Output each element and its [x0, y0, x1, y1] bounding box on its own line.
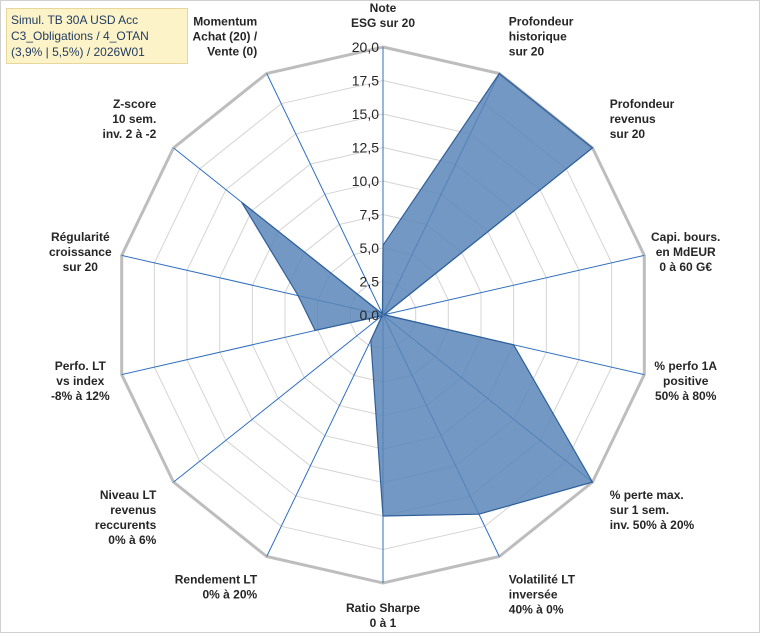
tick-label-7: 17,5: [352, 73, 379, 89]
tick-label-3: 7,5: [360, 207, 380, 223]
axis-label-9-line-2: 0% à 20%: [202, 587, 257, 601]
axis-label-1-line-2: ESG sur 20: [351, 16, 415, 30]
axis-label-5-line-3: 50% à 80%: [655, 389, 717, 403]
axis-label-7-line-3: 40% à 0%: [509, 602, 564, 616]
axis-label-10-line-3: reccurents: [95, 518, 157, 532]
axis-label-14-line-1: Momentum: [193, 15, 257, 29]
axis-label-14-line-2: Achat (20) /: [193, 30, 258, 44]
axis-label-13-line-3: inv. 2 à -2: [102, 127, 156, 141]
spoke-14: [266, 73, 384, 316]
axis-label-7-line-2: inversée: [509, 587, 558, 601]
axis-label-8-line-2: 0 à 1: [370, 616, 397, 630]
tick-label-6: 15,0: [352, 106, 379, 122]
axis-label-6: % perte max. sur 1 sem. inv. 50% à 20%: [610, 488, 695, 532]
axis-label-10-line-4: 0% à 6%: [108, 533, 156, 547]
axis-label-2-line-1: Profondeur: [509, 15, 574, 29]
axis-label-12-line-1: Régularité: [51, 230, 110, 244]
axis-label-11-line-3: -8% à 12%: [51, 389, 110, 403]
tick-label-4: 10,0: [352, 173, 379, 189]
title-line-3: (3,9% | 5,5%) / 2026W01: [11, 45, 145, 59]
axis-label-12-line-2: croissance: [49, 245, 112, 259]
axis-label-2-line-3: sur 20: [509, 45, 545, 59]
axis-label-4: Capi. bours. en MdEUR 0 à 60 G€: [651, 230, 720, 274]
axis-label-6-line-3: inv. 50% à 20%: [610, 518, 695, 532]
axis-label-11: Perfo. LT vs index -8% à 12%: [51, 359, 110, 403]
axis-label-9: Rendement LT 0% à 20%: [175, 572, 258, 601]
axis-label-10-line-2: revenus: [110, 503, 156, 517]
axis-label-12-line-3: sur 20: [63, 260, 99, 274]
axis-label-5: % perfo 1A positive 50% à 80%: [654, 359, 717, 403]
axis-label-3-line-2: revenus: [610, 112, 656, 126]
axis-label-3-line-3: sur 20: [610, 127, 646, 141]
axis-label-14: Momentum Achat (20) / Vente (0): [193, 15, 258, 59]
axis-label-5-line-1: % perfo 1A: [654, 359, 717, 373]
axis-label-10-line-1: Niveau LT: [100, 488, 157, 502]
axis-label-6-line-2: sur 1 sem.: [610, 503, 669, 517]
axis-label-4-line-3: 0 à 60 G€: [659, 260, 712, 274]
axis-label-14-line-3: Vente (0): [207, 45, 257, 59]
axis-label-13-line-2: 10 sem.: [112, 112, 156, 126]
tick-label-2: 5,0: [360, 240, 380, 256]
tick-label-8: 20,0: [352, 39, 379, 55]
axis-label-1-line-1: Note: [370, 1, 397, 15]
axis-label-13-line-1: Z-score: [113, 97, 157, 111]
axis-label-9-line-1: Rendement LT: [175, 572, 258, 586]
spoke-4: [382, 254, 645, 316]
tick-label-5: 12,5: [352, 140, 379, 156]
tick-label-1: 2,5: [360, 274, 380, 290]
axis-label-12: Régularité croissance sur 20: [49, 230, 112, 274]
axis-label-1: Note ESG sur 20: [351, 1, 415, 30]
axis-label-11-line-2: vs index: [56, 374, 104, 388]
axis-label-8-line-1: Ratio Sharpe: [346, 601, 420, 615]
title-line-1: Simul. TB 30A USD Acc: [11, 13, 139, 27]
axis-label-3-line-1: Profondeur: [610, 97, 675, 111]
spoke-9: [266, 314, 384, 557]
axis-label-3: Profondeur revenus sur 20: [610, 97, 675, 141]
title-line-2: C3_Obligations / 4_OTAN: [11, 29, 149, 43]
axis-label-2-line-2: historique: [509, 30, 567, 44]
axis-label-13: Z-score 10 sem. inv. 2 à -2: [102, 97, 156, 141]
axis-label-7-line-1: Volatilité LT: [509, 572, 576, 586]
axis-label-8: Ratio Sharpe 0 à 1: [346, 601, 420, 630]
axis-label-5-line-2: positive: [663, 374, 709, 388]
axis-label-2: Profondeur historique sur 20: [509, 15, 574, 59]
axis-label-4-line-1: Capi. bours.: [651, 230, 720, 244]
series-polygon: [241, 72, 594, 517]
chart-title-box: Simul. TB 30A USD Acc C3_Obligations / 4…: [6, 8, 188, 64]
axis-label-10: Niveau LT revenus reccurents 0% à 6%: [95, 488, 157, 547]
tick-label-0: 0,0: [360, 307, 380, 323]
axis-label-11-line-1: Perfo. LT: [55, 359, 107, 373]
axis-label-6-line-1: % perte max.: [610, 488, 684, 502]
spoke-10: [173, 314, 384, 483]
axis-label-4-line-2: en MdEUR: [656, 245, 716, 259]
axis-label-7: Volatilité LT inversée 40% à 0%: [509, 572, 576, 616]
